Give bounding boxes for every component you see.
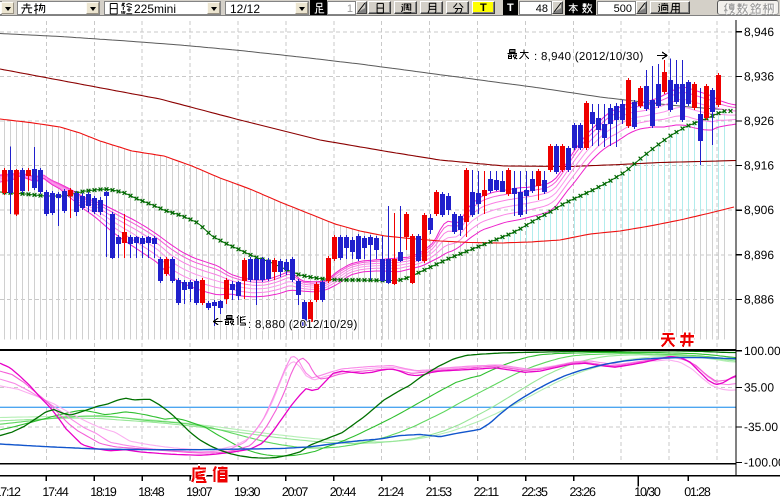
svg-text:01:28: 01:28 <box>684 485 711 499</box>
svg-text:23:26: 23:26 <box>570 485 597 499</box>
svg-text:17:44: 17:44 <box>42 485 69 499</box>
svg-text:8,916: 8,916 <box>744 159 774 173</box>
svg-text:8,886: 8,886 <box>744 292 774 306</box>
svg-text:-100.00: -100.00 <box>744 456 780 470</box>
svg-text:8,906: 8,906 <box>744 203 774 217</box>
svg-text:: 8,880 (2012/10/29): : 8,880 (2012/10/29) <box>248 319 358 331</box>
svg-text:19:30: 19:30 <box>234 485 261 499</box>
svg-text:20:07: 20:07 <box>282 485 309 499</box>
svg-text:8,946: 8,946 <box>744 25 774 39</box>
svg-text:-35.00: -35.00 <box>744 420 778 434</box>
svg-text:17:12: 17:12 <box>0 485 21 499</box>
svg-text:8,896: 8,896 <box>744 248 774 262</box>
svg-text:10/30: 10/30 <box>634 485 661 499</box>
svg-text:100.00: 100.00 <box>744 344 780 358</box>
svg-text:20:44: 20:44 <box>330 485 357 499</box>
svg-text:22:11: 22:11 <box>474 485 500 499</box>
svg-text:35.00: 35.00 <box>744 381 774 395</box>
svg-text:18:19: 18:19 <box>90 485 117 499</box>
svg-text:8,936: 8,936 <box>744 69 774 83</box>
svg-text:8,926: 8,926 <box>744 114 774 128</box>
svg-text:21:24: 21:24 <box>378 485 405 499</box>
svg-text:21:53: 21:53 <box>426 485 453 499</box>
svg-text:: 8,940 (2012/10/30): : 8,940 (2012/10/30) <box>534 51 644 63</box>
svg-text:19:07: 19:07 <box>186 485 213 499</box>
svg-text:18:48: 18:48 <box>138 485 165 499</box>
svg-text:22:35: 22:35 <box>522 485 549 499</box>
